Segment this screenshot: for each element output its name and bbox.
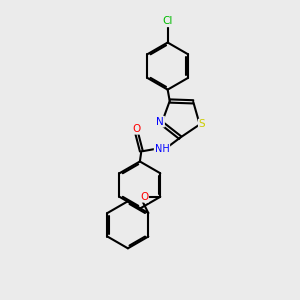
Text: Cl: Cl [163,16,173,26]
Text: O: O [140,192,148,202]
Text: N: N [156,117,164,127]
Text: O: O [133,124,141,134]
Text: S: S [199,119,206,130]
Text: NH: NH [154,144,169,154]
